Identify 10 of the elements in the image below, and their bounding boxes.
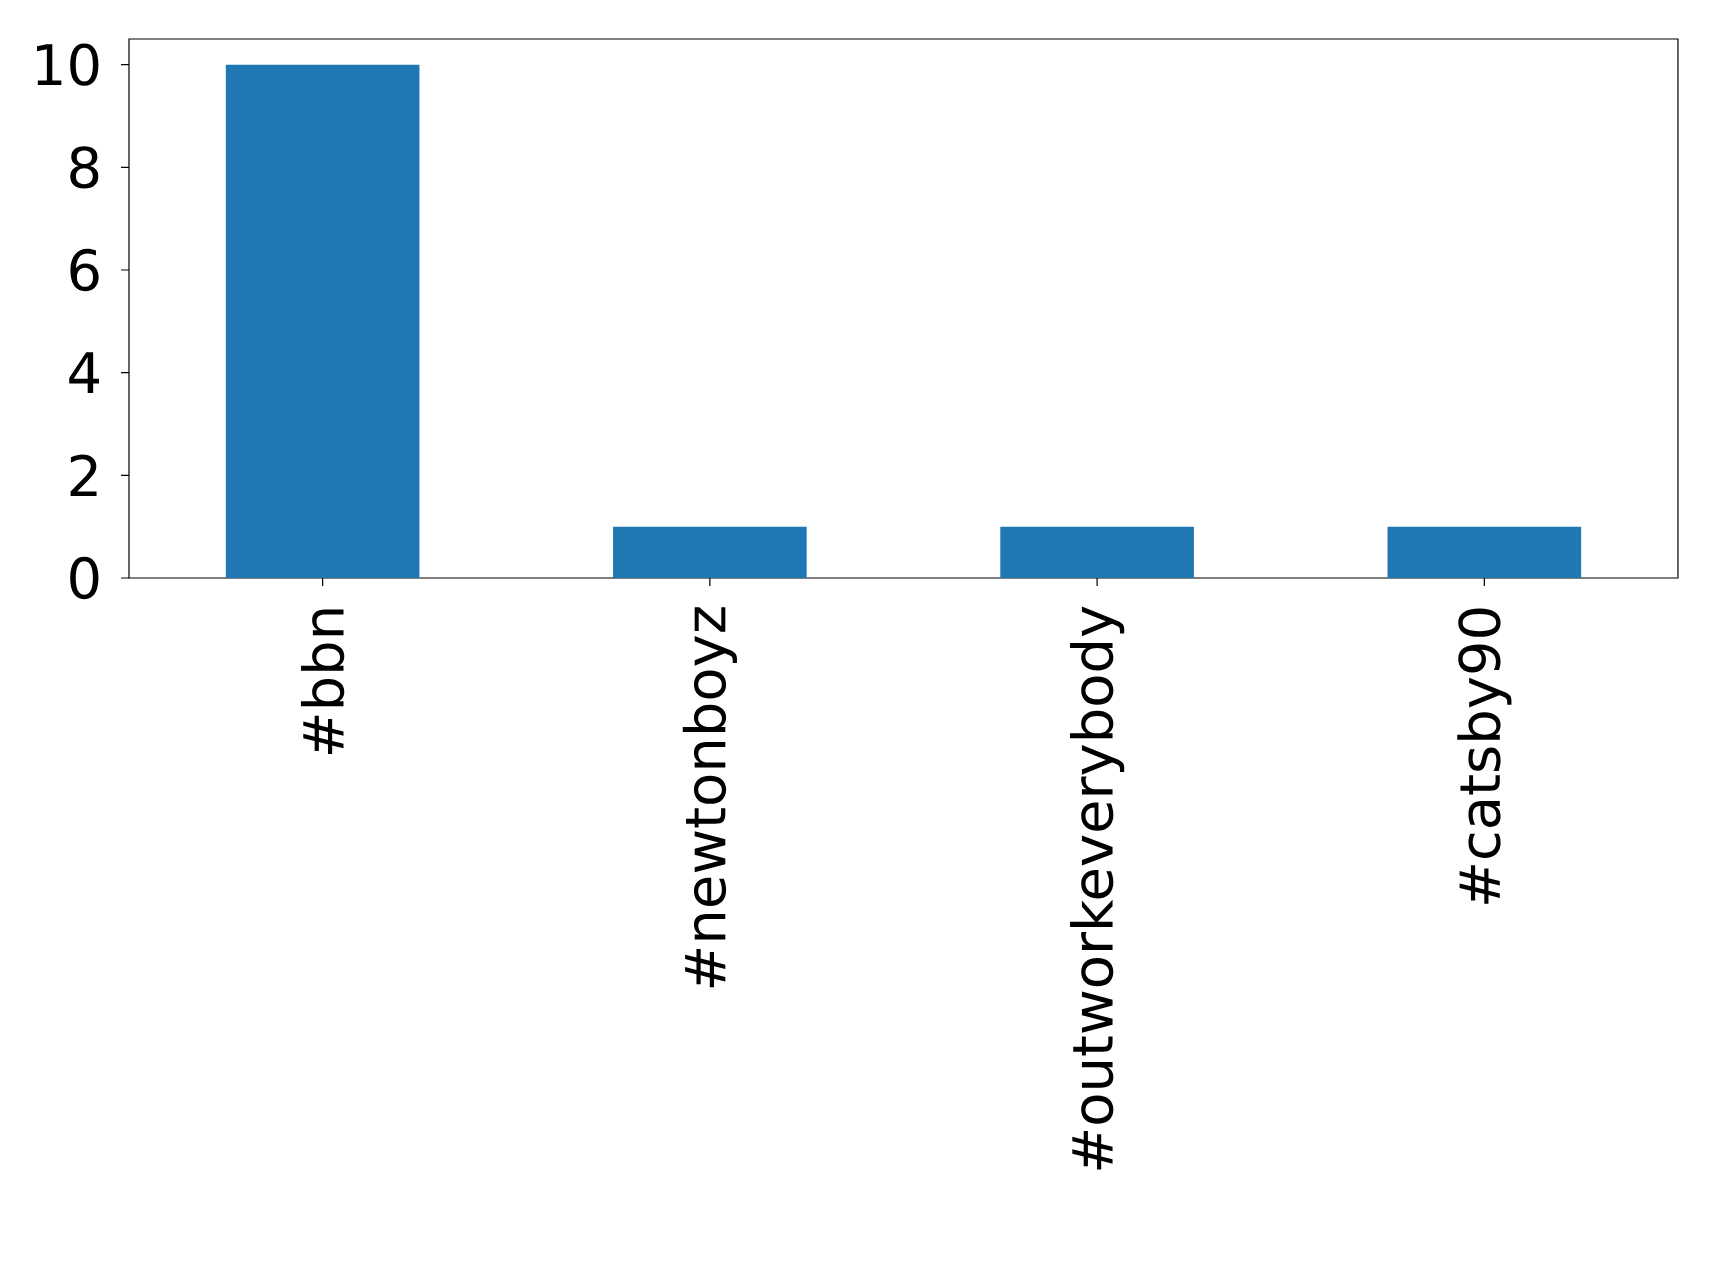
y-tick-label: 4 xyxy=(69,352,99,394)
x-tick-label: #outworkeverybody xyxy=(1070,606,1125,1170)
x-tick-label: #catsby90 xyxy=(1457,608,1512,904)
x-tick-label: #newtonboyz xyxy=(682,607,737,988)
x-tick-label: #bbn xyxy=(300,609,345,755)
y-tick-label: 2 xyxy=(70,454,97,497)
y-tick-label: 10 xyxy=(37,43,99,86)
y-tick-label: 0 xyxy=(70,556,99,600)
y-tick-label: 8 xyxy=(70,146,99,189)
y-tick-label: 6 xyxy=(70,248,99,292)
